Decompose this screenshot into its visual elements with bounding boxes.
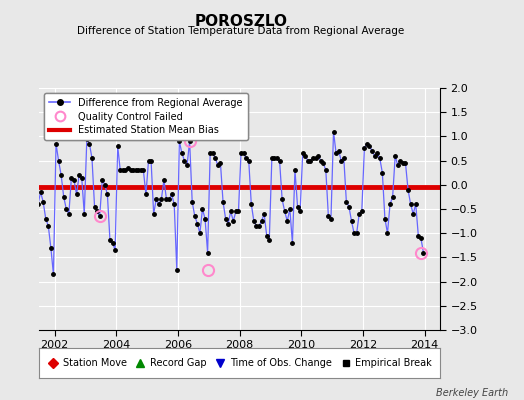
Difference from Regional Average <box>125 166 131 170</box>
Y-axis label: Monthly Temperature Anomaly Difference (°C): Monthly Temperature Anomaly Difference (… <box>523 96 524 322</box>
Text: Difference of Station Temperature Data from Regional Average: Difference of Station Temperature Data f… <box>78 26 405 36</box>
Difference from Regional Average <box>300 151 306 156</box>
Quality Control Failed <box>96 214 103 219</box>
Quality Control Failed <box>204 267 211 272</box>
Quality Control Failed <box>187 139 193 144</box>
Line: Difference from Regional Average: Difference from Regional Average <box>24 130 425 276</box>
Legend: Station Move, Record Gap, Time of Obs. Change, Empirical Break: Station Move, Record Gap, Time of Obs. C… <box>45 355 435 371</box>
Difference from Regional Average <box>189 199 195 204</box>
Text: Berkeley Earth: Berkeley Earth <box>436 388 508 398</box>
Text: POROSZLO: POROSZLO <box>194 14 288 29</box>
Difference from Regional Average <box>50 272 57 277</box>
Difference from Regional Average <box>261 212 267 216</box>
Difference from Regional Average <box>346 204 352 209</box>
Quality Control Failed <box>418 250 424 255</box>
Difference from Regional Average <box>22 129 28 134</box>
Difference from Regional Average <box>420 250 427 255</box>
Line: Quality Control Failed: Quality Control Failed <box>50 126 427 275</box>
Legend: Difference from Regional Average, Quality Control Failed, Estimated Station Mean: Difference from Regional Average, Qualit… <box>44 93 247 140</box>
Quality Control Failed <box>53 129 59 134</box>
Difference from Regional Average <box>173 267 180 272</box>
